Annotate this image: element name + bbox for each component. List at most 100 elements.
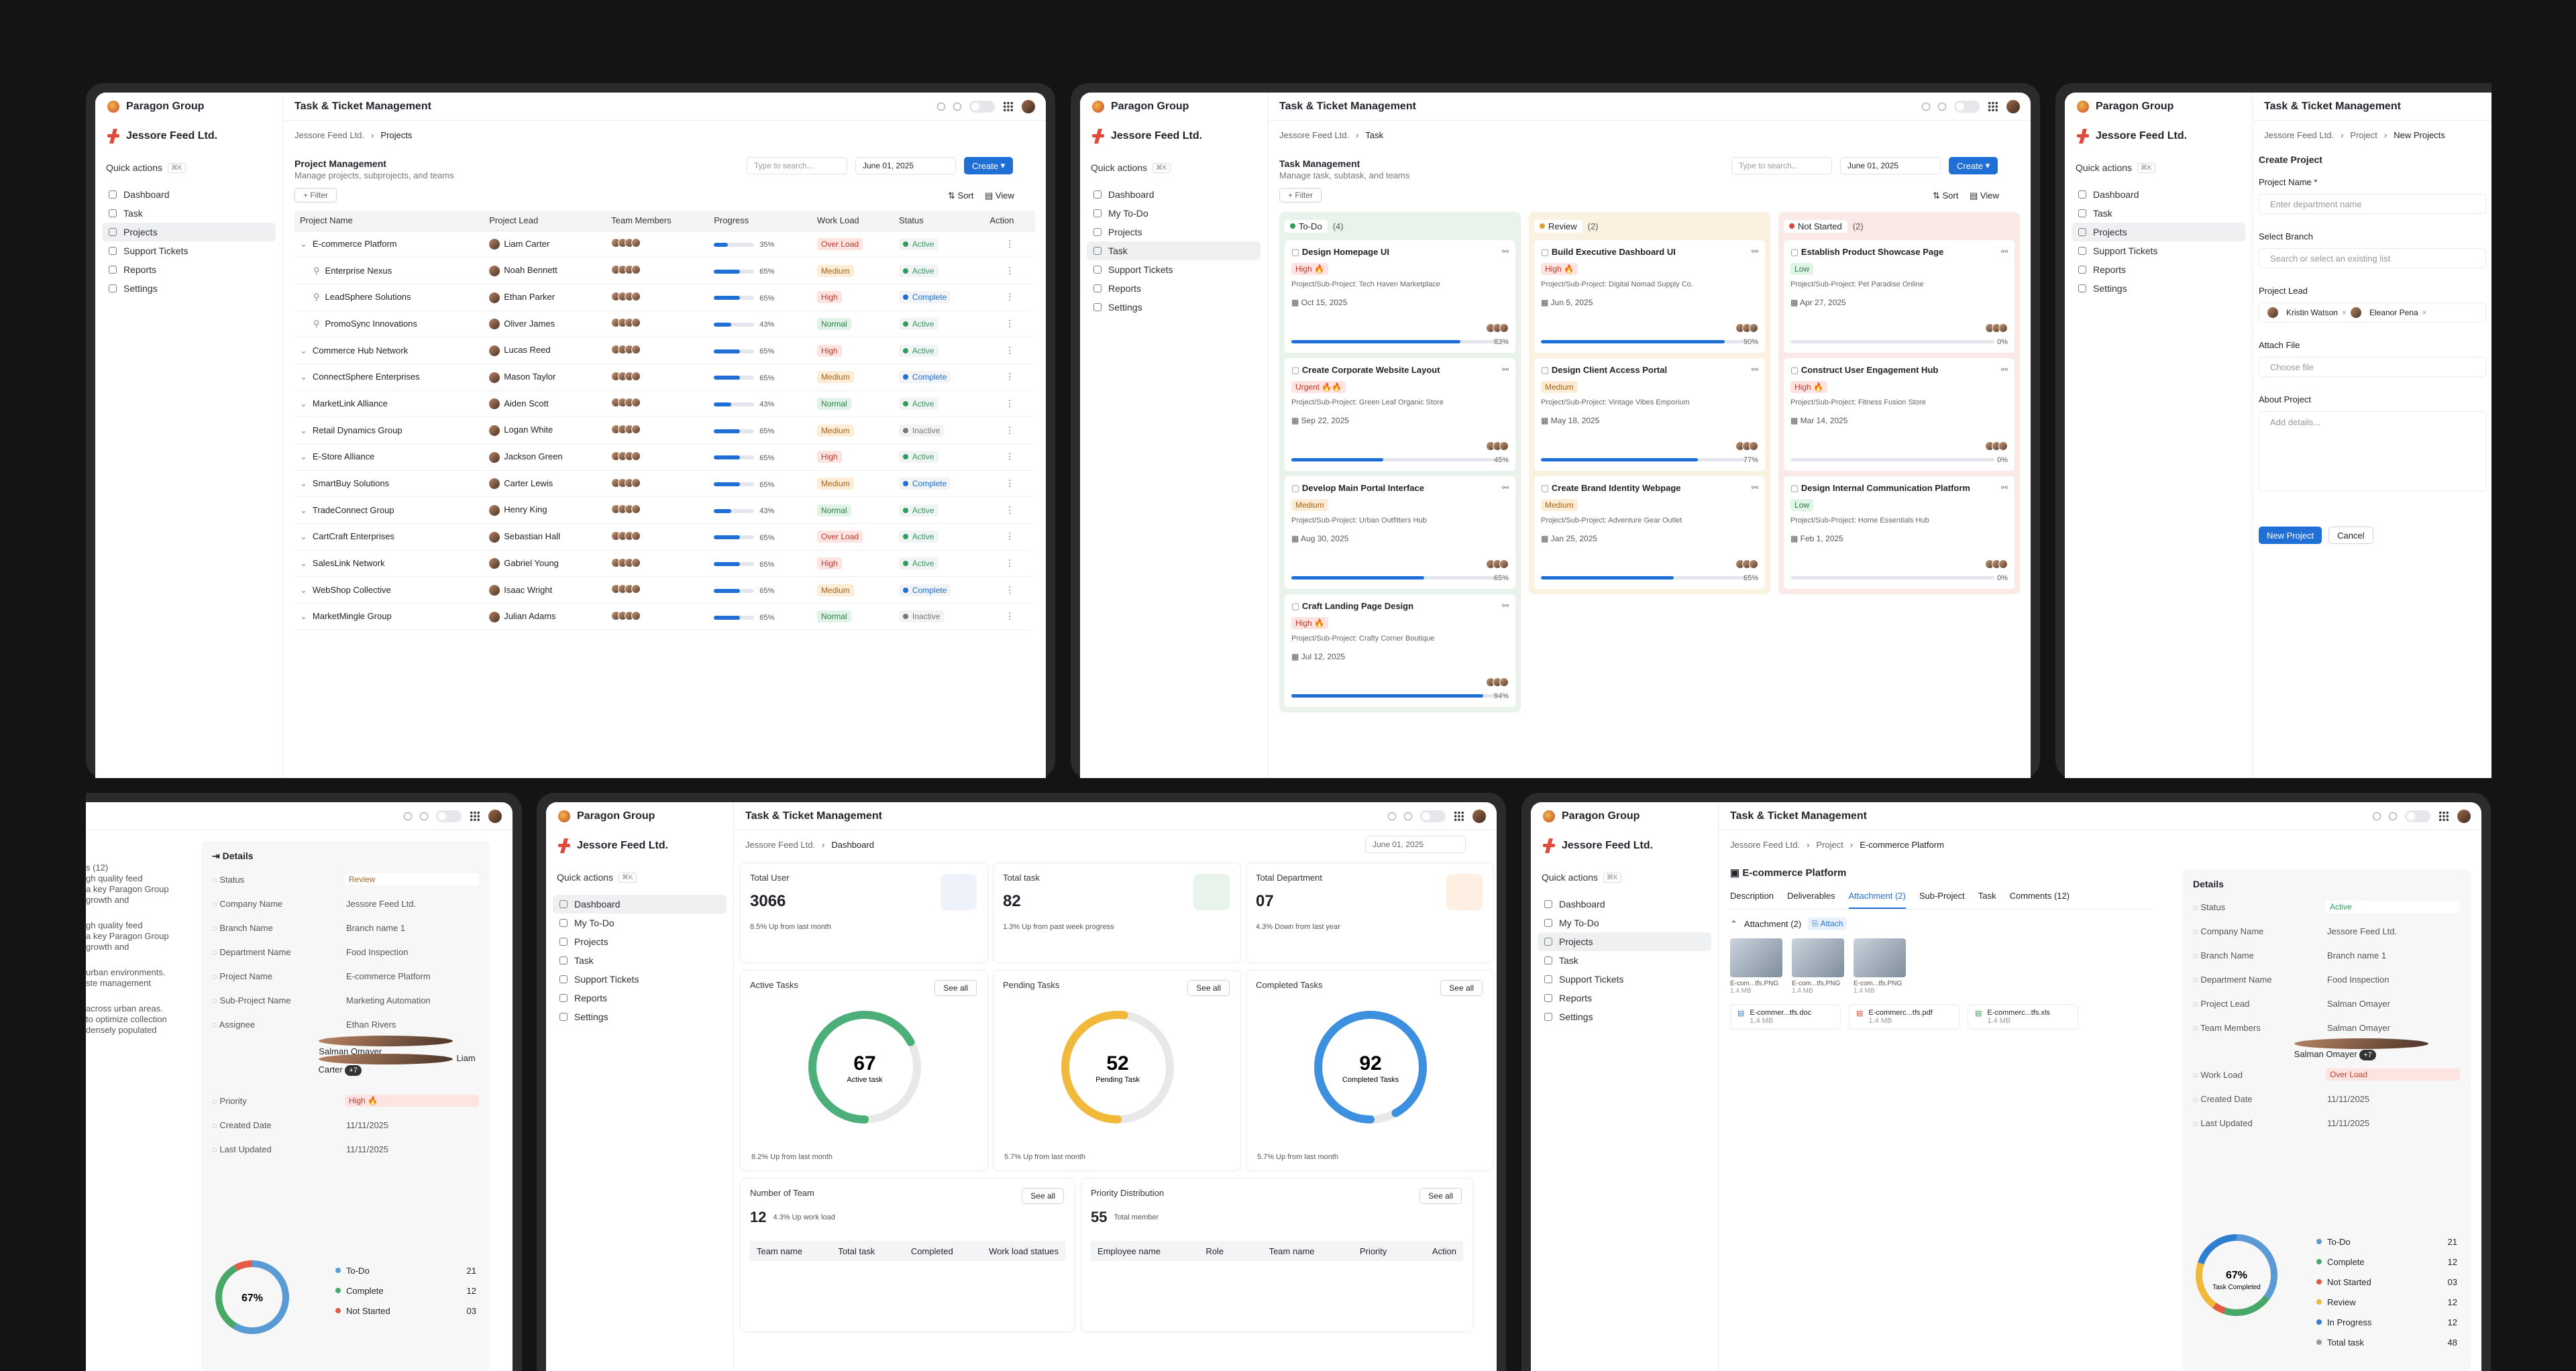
crumb-company[interactable]: Jessore Feed Ltd. (294, 129, 365, 140)
tab[interactable]: Comments (12) (2009, 891, 2070, 901)
table-row[interactable]: ⌄ MarketLink Alliance Aiden Scott 43% Normal… (294, 390, 1035, 418)
bell-icon[interactable] (2389, 812, 2397, 820)
more-icon[interactable]: ⋮ (984, 257, 1035, 284)
project-name-cell[interactable]: ⌄ E-commerce Platform (294, 231, 484, 258)
theme-toggle[interactable] (1420, 810, 1446, 822)
column-header[interactable]: Role (1205, 1246, 1224, 1256)
hierarchy-icon[interactable]: ⚯ (2000, 247, 2008, 256)
chevron-down-icon[interactable]: ⌄ (300, 425, 307, 435)
tab[interactable]: Sub-Project (1919, 891, 1965, 901)
image-attachment[interactable]: E-com...tfs.PNG 1.4 MB (1792, 938, 1844, 995)
tab[interactable]: Deliverables (1787, 891, 1835, 901)
more-icon[interactable]: ⋮ (984, 496, 1035, 525)
image-attachment[interactable]: E-com...tfs.PNG 1.4 MB (1730, 938, 1782, 995)
see-all-button[interactable]: See all (1419, 1188, 1462, 1204)
more-icon[interactable]: ⋮ (984, 390, 1035, 418)
task-card[interactable]: ⚯ ▢ Construct User Engagement Hub High 🔥 Pr… (1784, 358, 2015, 471)
project-name-cell[interactable]: ⌄ ConnectSphere Enterprises (294, 364, 484, 391)
sidebar-item-settings[interactable]: Settings (553, 1007, 727, 1026)
lead-select[interactable]: Kristin Watson × Eleanor Pena × (2259, 303, 2486, 323)
crumb-company[interactable]: Jessore Feed Ltd. (1730, 839, 1801, 850)
sidebar-item-reports[interactable]: Reports (1538, 989, 1711, 1007)
search-input[interactable]: Type to search... (1731, 157, 1832, 174)
tab[interactable]: Attachment (2) (1848, 891, 1906, 909)
task-card[interactable]: ⚯ ▢ Design Client Access Portal Medium Proj… (1534, 358, 1765, 471)
see-all-button[interactable]: See all (1187, 980, 1230, 996)
company-switcher[interactable]: Jessore Feed Ltd. (1562, 840, 1654, 851)
link-icon[interactable]: ⚲ (313, 292, 320, 303)
see-all-button[interactable]: See all (1022, 1188, 1064, 1204)
more-badge[interactable]: +7 (345, 1064, 362, 1076)
more-icon[interactable]: ⋮ (984, 603, 1035, 630)
sidebar-item-settings[interactable]: Settings (1538, 1007, 1711, 1026)
about-textarea[interactable]: Add details... (2259, 411, 2486, 492)
sidebar-item-support[interactable]: Support Tickets (1087, 260, 1260, 279)
sidebar-item-projects[interactable]: Projects (2072, 223, 2245, 241)
project-name-cell[interactable]: ⌄ CartCraft Enterprises (294, 523, 484, 551)
project-name-input[interactable]: Enter department name (2259, 194, 2486, 214)
see-all-button[interactable]: See all (934, 980, 977, 996)
quick-actions[interactable]: Quick actions (1542, 872, 1599, 883)
cancel-button[interactable]: Cancel (2328, 527, 2373, 544)
more-icon[interactable]: ⋮ (984, 470, 1035, 498)
sidebar-item-todo[interactable]: My To-Do (1538, 914, 1711, 932)
filter-button[interactable]: + Filter (294, 188, 337, 203)
chevron-down-icon[interactable]: ⌄ (300, 398, 307, 408)
chat-icon[interactable] (2373, 812, 2381, 820)
file-attachment[interactable]: ▤ E-commer...tfs.doc 1.4 MB (1730, 1004, 1841, 1030)
chevron-down-icon[interactable]: ⌄ (300, 611, 307, 622)
user-avatar[interactable] (2457, 809, 2471, 823)
more-icon[interactable]: ⋮ (984, 417, 1035, 444)
table-row[interactable]: ⚲ LeadSphere Solutions Ethan Parker 65% High… (294, 284, 1035, 311)
hierarchy-icon[interactable]: ⚯ (1501, 247, 1509, 256)
crumb-project[interactable]: Project (1816, 839, 1843, 850)
tab[interactable]: Description (1730, 891, 1774, 901)
chevron-down-icon[interactable]: ⌄ (300, 238, 307, 249)
hierarchy-icon[interactable]: ⚯ (2000, 483, 2008, 492)
sidebar-item-projects[interactable]: Projects (1087, 223, 1260, 241)
quick-actions[interactable]: Quick actions (106, 162, 163, 173)
more-icon[interactable]: ⋮ (984, 443, 1035, 471)
column-header[interactable]: Priority (1359, 1246, 1387, 1256)
sidebar-item-projects[interactable]: Projects (102, 223, 276, 241)
column-header[interactable]: Progress (708, 211, 812, 231)
quick-actions[interactable]: Quick actions (2076, 162, 2133, 173)
search-input[interactable]: Type to search... (747, 157, 847, 174)
sidebar-item-dashboard[interactable]: Dashboard (2072, 185, 2245, 204)
column-header[interactable]: Work load statues (989, 1246, 1059, 1256)
chat-icon[interactable] (404, 812, 412, 820)
sidebar-item-task[interactable]: Task (553, 951, 727, 970)
project-name-cell[interactable]: ⌄ Retail Dynamics Group (294, 417, 484, 444)
table-row[interactable]: ⌄ TradeConnect Group Henry King 43% Normal Ac… (294, 496, 1035, 525)
apps-grid-icon[interactable] (1988, 101, 1998, 112)
filter-button[interactable]: + Filter (1279, 188, 1322, 203)
hierarchy-icon[interactable]: ⚯ (1501, 483, 1509, 492)
chevron-down-icon[interactable]: ⌄ (300, 451, 307, 462)
new-project-button[interactable]: New Project (2259, 527, 2322, 544)
table-row[interactable]: ⌄ WebShop Collective Isaac Wright 65% Medium… (294, 576, 1035, 604)
sidebar-item-support[interactable]: Support Tickets (102, 241, 276, 260)
task-card[interactable]: ⚯ ▢ Create Brand Identity Webpage Medium Pr… (1534, 476, 1765, 589)
chat-icon[interactable] (937, 102, 945, 111)
chat-icon[interactable] (1388, 812, 1396, 820)
project-name-cell[interactable]: ⚲ PromoSync Innovations (294, 311, 484, 338)
chevron-down-icon[interactable]: ⌄ (300, 504, 307, 515)
column-header[interactable]: Work Load (812, 211, 894, 231)
more-icon[interactable]: ⋮ (984, 311, 1035, 338)
task-card[interactable]: ⚯ ▢ Develop Main Portal Interface Medium Pr… (1285, 476, 1515, 589)
column-header[interactable]: Project Name (294, 211, 484, 231)
hierarchy-icon[interactable]: ⚯ (1751, 247, 1758, 256)
chevron-down-icon[interactable]: ⌄ (300, 531, 307, 542)
more-icon[interactable]: ⋮ (984, 337, 1035, 364)
bell-icon[interactable] (1938, 102, 1946, 111)
sidebar-item-projects[interactable]: Projects (1538, 932, 1711, 951)
sidebar-item-dashboard[interactable]: Dashboard (553, 895, 727, 914)
table-row[interactable]: ⌄ MarketMingle Group Julian Adams 65% Normal… (294, 603, 1035, 630)
task-card[interactable]: ⚯ ▢ Design Internal Communication Platfor… (1784, 476, 2015, 589)
column-header[interactable]: Action (984, 211, 1035, 231)
hierarchy-icon[interactable]: ⚯ (1751, 483, 1758, 492)
sidebar-item-task[interactable]: Task (102, 204, 276, 223)
more-icon[interactable]: ⋮ (984, 284, 1035, 311)
chevron-down-icon[interactable]: ⌄ (300, 558, 307, 569)
bell-icon[interactable] (953, 102, 961, 111)
